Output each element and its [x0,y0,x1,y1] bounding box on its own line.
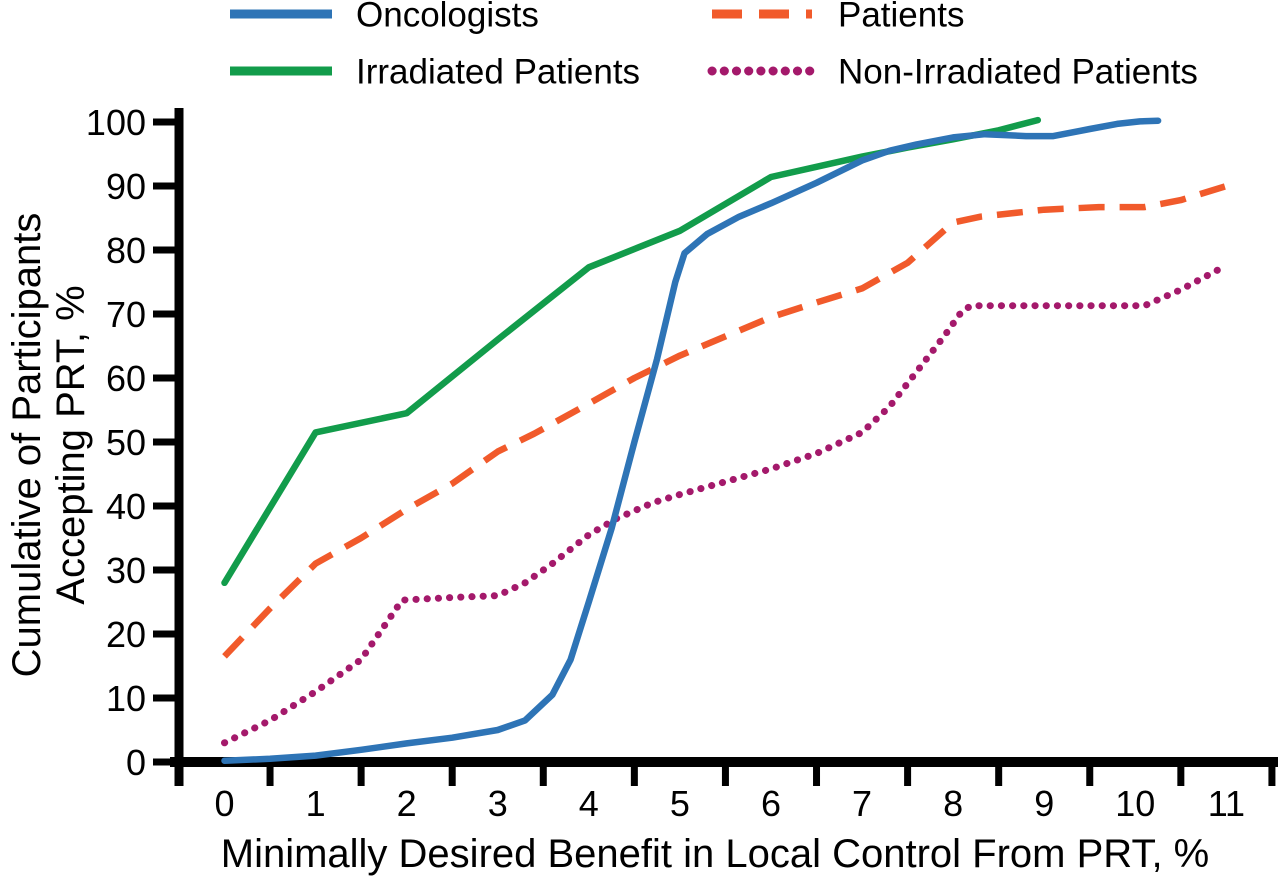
x-tick-label: 4 [579,783,599,824]
x-tick-label: 7 [852,783,872,824]
x-tick-label: 6 [761,783,781,824]
y-tick-label: 40 [106,486,146,527]
y-tick-label: 100 [86,102,146,143]
y-tick-label: 70 [106,294,146,335]
y-tick-label: 90 [106,166,146,207]
x-tick-label: 5 [670,783,690,824]
x-tick-label: 8 [943,783,963,824]
series-line-oncologists [221,117,1162,764]
legend-label: Irradiated Patients [356,53,640,92]
legend-label: Patients [838,0,964,35]
y-tick-label: 0 [126,742,146,783]
y-tick-label: 80 [106,230,146,271]
x-tick-label: 11 [1208,783,1245,824]
legend-label: Non-Irradiated Patients [838,53,1198,92]
x-tick-label: 3 [488,783,508,824]
series-lines [221,116,1230,764]
y-axis-title-line1: Cumulative of Participants [5,213,49,678]
series-line-non-irradiated-patients [221,261,1230,747]
y-axis-title-line2: Accepting PRT, % [49,285,93,604]
x-tick-label: 0 [214,783,234,824]
legend-item-oncologists: Oncologists [230,0,539,35]
legend-item-non-irradiated-patients: Non-Irradiated Patients [707,53,1198,92]
y-tick-label: 10 [106,678,146,719]
x-tick-label: 10 [1115,783,1155,824]
y-tick-label: 30 [106,550,146,591]
x-axis-title: Minimally Desired Benefit in Local Contr… [221,832,1210,876]
legend-item-irradiated-patients: Irradiated Patients [230,53,640,92]
y-tick-label: 50 [106,422,146,463]
x-tick-label: 9 [1034,783,1054,824]
x-tick-label: 2 [397,783,417,824]
legend-item-patients: Patients [712,0,964,35]
y-tick-label: 60 [106,358,146,399]
y-tick-label: 20 [106,614,146,655]
x-tick-label: 1 [306,783,326,824]
series-line-patients [222,182,1228,659]
legend: Oncologists Patients Irradiated Patients No… [230,0,1198,92]
axes: 0 1 2 3 4 5 6 7 8 9 10 11 0 10 20 30 40 50 60 70 80 90 100 [86,102,1278,824]
series-line-irradiated-patients [221,116,1042,587]
legend-label: Oncologists [356,0,539,35]
